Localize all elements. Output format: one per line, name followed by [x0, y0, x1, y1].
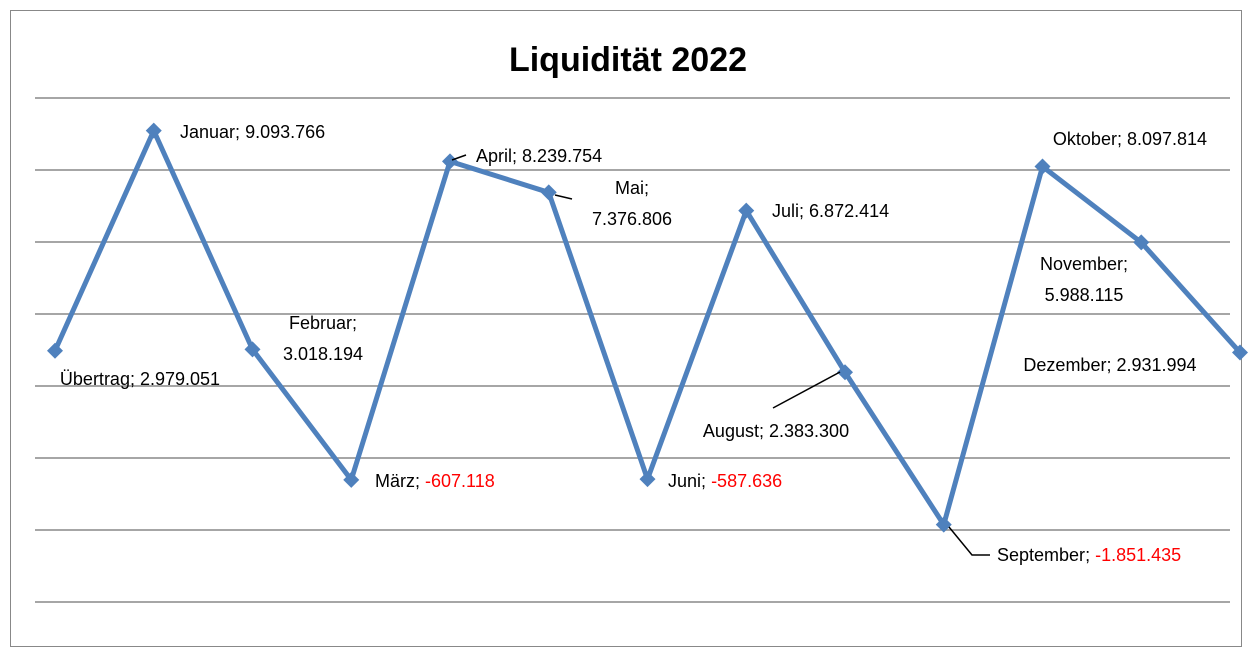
label-category: Juli	[772, 201, 799, 221]
marker	[1034, 158, 1051, 175]
label-category: November	[1040, 254, 1123, 274]
data-label: September; -1.851.435	[997, 545, 1181, 565]
data-label: Februar;	[289, 313, 357, 333]
label-separator: ;	[799, 201, 804, 221]
data-label: 5.988.115	[1045, 285, 1124, 305]
label-category: Übertrag	[60, 369, 130, 389]
data-label: Dezember; 2.931.994	[1023, 355, 1196, 375]
chart-frame	[10, 10, 1242, 647]
label-separator: ;	[644, 178, 649, 198]
label-separator: ;	[415, 471, 420, 491]
label-value: 2.931.994	[1116, 355, 1196, 375]
marker	[738, 202, 755, 219]
data-label: Oktober; 8.097.814	[1053, 129, 1207, 149]
marker	[145, 122, 162, 139]
leader-line	[772, 371, 841, 409]
marker	[244, 341, 261, 358]
label-category: August	[703, 421, 759, 441]
label-category: Oktober	[1053, 129, 1117, 149]
label-separator: ;	[701, 471, 706, 491]
label-value: 2.979.051	[140, 369, 220, 389]
data-label: März; -607.118	[375, 471, 495, 491]
label-value: 8.239.754	[522, 146, 602, 166]
label-value: -607.118	[425, 471, 495, 491]
label-value: 8.097.814	[1127, 129, 1207, 149]
leader-line	[451, 154, 467, 161]
marker	[837, 364, 853, 381]
label-category: April	[476, 146, 512, 166]
label-value: 6.872.414	[809, 201, 889, 221]
data-label: November;	[1040, 254, 1128, 274]
data-label: Juni; -587.636	[668, 471, 782, 491]
data-label: 7.376.806	[592, 209, 672, 229]
marker	[1232, 344, 1248, 361]
label-category: Dezember	[1023, 355, 1106, 375]
marker	[343, 471, 360, 488]
label-separator: ;	[512, 146, 517, 166]
marker	[47, 342, 63, 359]
marker	[935, 516, 952, 533]
data-label: 3.018.194	[283, 344, 363, 364]
leader-line	[948, 526, 990, 556]
chart-title: Liquidität 2022	[509, 41, 747, 79]
label-value: 5.988.115	[1045, 285, 1124, 305]
data-label: Januar; 9.093.766	[180, 122, 325, 142]
label-value: 9.093.766	[245, 122, 325, 142]
label-separator: ;	[1117, 129, 1122, 149]
label-separator: ;	[759, 421, 764, 441]
label-value: 3.018.194	[283, 344, 363, 364]
label-category: Juni	[668, 471, 701, 491]
label-category: Januar	[180, 122, 235, 142]
label-value: -587.636	[711, 471, 782, 491]
data-label: Mai;	[615, 178, 649, 198]
marker	[639, 471, 656, 488]
marker	[540, 184, 557, 201]
label-separator: ;	[1106, 355, 1111, 375]
label-separator: ;	[235, 122, 240, 142]
leader-line	[554, 194, 573, 200]
label-separator: ;	[1085, 545, 1090, 565]
marker	[442, 153, 458, 170]
label-category: März	[375, 471, 415, 491]
data-label: Übertrag; 2.979.051	[60, 369, 220, 389]
label-value: 7.376.806	[592, 209, 672, 229]
data-label: August; 2.383.300	[703, 421, 849, 441]
label-category: September	[997, 545, 1085, 565]
label-separator: ;	[130, 369, 135, 389]
marker	[1133, 234, 1150, 251]
label-value: -1.851.435	[1095, 545, 1181, 565]
label-separator: ;	[1123, 254, 1128, 274]
label-value: 2.383.300	[769, 421, 849, 441]
label-category: Mai	[615, 178, 644, 198]
data-label: Juli; 6.872.414	[772, 201, 889, 221]
label-category: Februar	[289, 313, 352, 333]
label-separator: ;	[352, 313, 357, 333]
data-label: April; 8.239.754	[476, 146, 602, 166]
